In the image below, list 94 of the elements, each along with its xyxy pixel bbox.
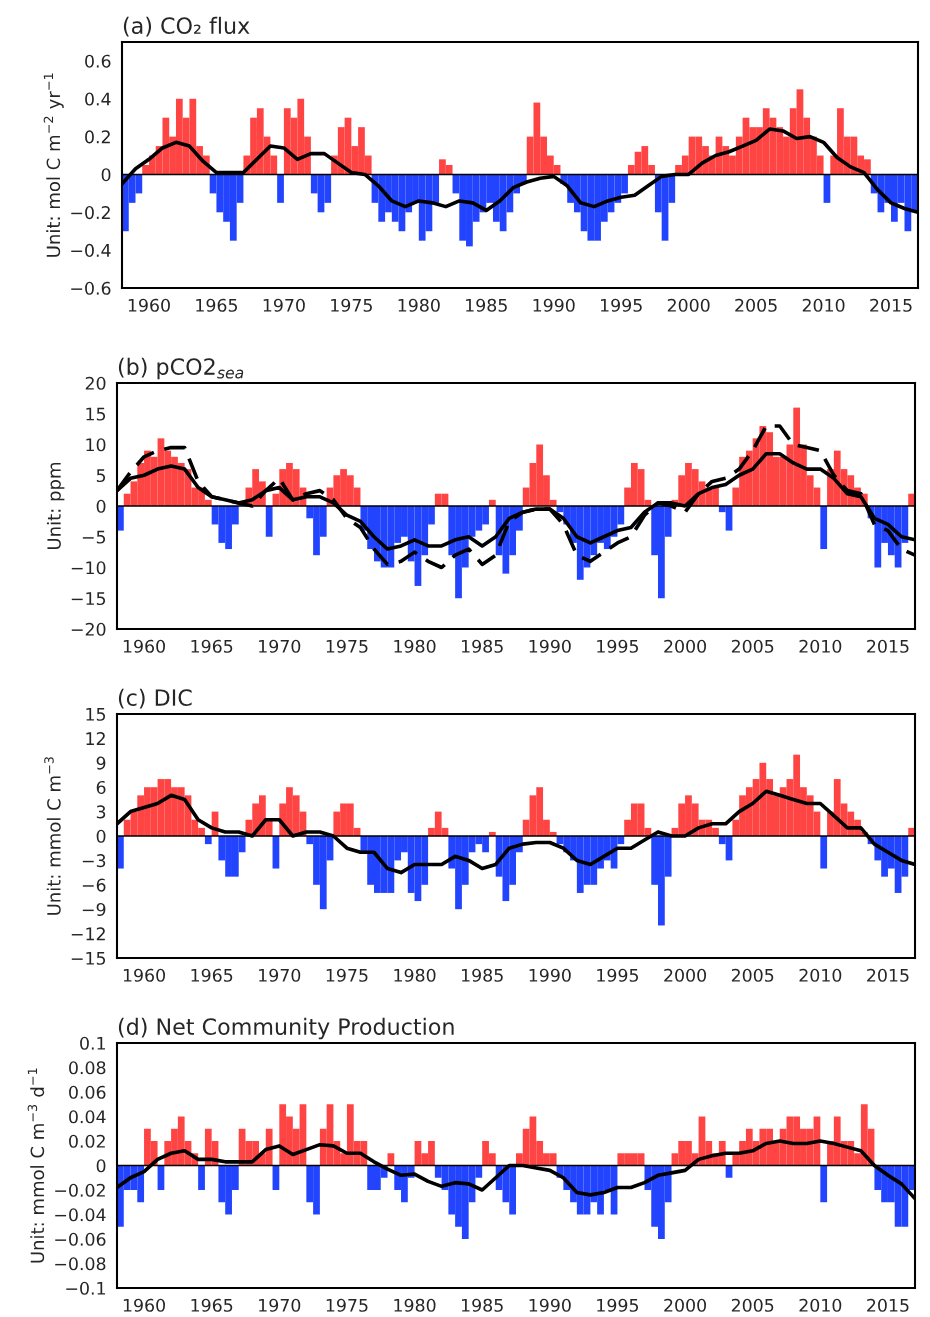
y-tick-label: −0.2	[71, 206, 110, 220]
x-tick-label: 2005	[731, 968, 774, 982]
x-tick-label: 1970	[263, 298, 305, 312]
x-tick-label: 2000	[664, 1298, 707, 1312]
y-tick-label: −0.1	[66, 1281, 105, 1295]
x-tick-label: 1995	[597, 1298, 639, 1312]
y-tick-label: −9	[82, 902, 106, 917]
y-tick-label: 0.2	[85, 130, 110, 144]
x-tick-label: 1980	[394, 968, 436, 982]
x-tick-label: 1970	[259, 968, 301, 982]
chart-title: (c) DIC	[118, 688, 192, 709]
x-tick-label: 1975	[326, 639, 368, 653]
x-tick-label: 1995	[601, 298, 642, 312]
y-tick-label: 0.4	[85, 92, 111, 106]
x-tick-label: 2000	[667, 298, 710, 312]
x-tick-label: 2010	[802, 298, 845, 312]
x-tick-label: 2005	[735, 298, 777, 312]
x-tick-label: 1970	[259, 639, 301, 653]
chart-title: (d) Net Community Production	[118, 1017, 454, 1040]
y-tick-label: −12	[71, 927, 105, 941]
x-tick-label: 1980	[398, 298, 440, 312]
x-tick-label: 1975	[326, 1298, 368, 1312]
x-tick-label: 1990	[529, 639, 571, 653]
x-tick-label: 2015	[870, 298, 912, 312]
y-tick-label: −15	[71, 592, 106, 606]
y-tick-label: 0	[96, 829, 106, 843]
y-tick-label: 0	[96, 1159, 106, 1173]
x-tick-label: 1960	[123, 1298, 165, 1312]
x-tick-label: 1975	[326, 968, 368, 982]
chart-title: (b) pCO2$_{sea}$	[118, 357, 244, 380]
x-tick-label: 1995	[597, 639, 639, 653]
y-tick-label: 3	[96, 805, 106, 819]
y-tick-label: 0.1	[80, 1036, 105, 1050]
y-axis-title: Unit: mmol C m$^{−3}$ d$^{−1}$	[27, 1068, 45, 1263]
x-tick-label: 1990	[529, 1298, 571, 1312]
x-tick-label: 1985	[462, 639, 503, 653]
y-tick-label: 0.06	[69, 1085, 106, 1099]
y-tick-label: −0.04	[55, 1208, 106, 1222]
y-tick-label: 10	[86, 438, 106, 452]
y-tick-label: −0.6	[71, 281, 111, 295]
x-tick-label: 1985	[466, 298, 507, 312]
x-tick-label: 2010	[799, 1298, 842, 1312]
y-tick-label: −3	[82, 854, 106, 868]
y-tick-label: 0	[96, 499, 106, 513]
y-tick-label: 12	[86, 732, 105, 745]
x-tick-label: 1965	[191, 1298, 233, 1312]
y-tick-label: 0	[101, 168, 111, 182]
x-tick-label: 1990	[533, 298, 575, 312]
y-axis-title: Unit: mmol C m$^{−3}$	[44, 757, 61, 915]
y-tick-label: −6	[82, 878, 106, 892]
x-tick-label: 1980	[394, 639, 436, 653]
y-tick-label: −0.08	[55, 1257, 106, 1271]
y-tick-label: 0.04	[69, 1110, 106, 1124]
y-tick-label: 15	[86, 407, 106, 421]
x-tick-label: 2010	[799, 968, 842, 982]
x-tick-label: 2015	[867, 968, 909, 982]
y-tick-label: 0.08	[69, 1061, 106, 1075]
y-tick-label: 0.02	[69, 1134, 105, 1148]
x-tick-label: 1965	[196, 298, 238, 312]
x-tick-label: 2000	[664, 968, 707, 982]
y-tick-label: 0.6	[85, 54, 111, 68]
x-tick-label: 2010	[799, 639, 842, 653]
x-tick-label: 2005	[731, 639, 774, 653]
x-tick-label: 1990	[529, 968, 571, 982]
x-tick-label: 1960	[128, 298, 170, 312]
y-tick-label: 6	[96, 780, 106, 795]
y-tick-label: −15	[71, 951, 106, 965]
y-tick-label: −0.06	[55, 1232, 106, 1246]
x-tick-label: 2005	[731, 1298, 774, 1312]
x-tick-label: 2000	[664, 639, 707, 653]
chart-title: (a) CO₂ flux	[123, 16, 250, 37]
x-tick-label: 1995	[597, 968, 639, 982]
y-axis-title: Unit: mol C m$^{−2}$ yr$^{−1}$	[43, 73, 64, 257]
y-tick-label: −10	[71, 561, 106, 575]
x-tick-label: 2015	[867, 1298, 909, 1312]
x-tick-label: 1975	[331, 298, 372, 312]
y-tick-label: 20	[85, 376, 106, 390]
y-tick-label: 5	[96, 469, 106, 483]
x-tick-label: 1980	[394, 1298, 436, 1312]
x-tick-label: 1960	[123, 968, 165, 982]
y-tick-label: −5	[82, 530, 106, 544]
x-tick-label: 1970	[259, 1298, 301, 1312]
x-tick-label: 1985	[462, 1298, 503, 1312]
y-tick-label: −0.4	[71, 243, 111, 257]
x-tick-label: 1960	[123, 639, 165, 653]
y-tick-label: 15	[86, 707, 106, 721]
x-tick-label: 1985	[462, 968, 503, 982]
y-tick-label: −20	[71, 622, 106, 636]
y-axis-title: Unit: ppm	[46, 462, 65, 549]
y-tick-label: −0.02	[55, 1183, 105, 1197]
x-tick-label: 1965	[191, 968, 233, 982]
x-tick-label: 2015	[867, 639, 909, 653]
x-tick-label: 1965	[191, 639, 233, 653]
y-tick-label: 9	[96, 756, 106, 770]
